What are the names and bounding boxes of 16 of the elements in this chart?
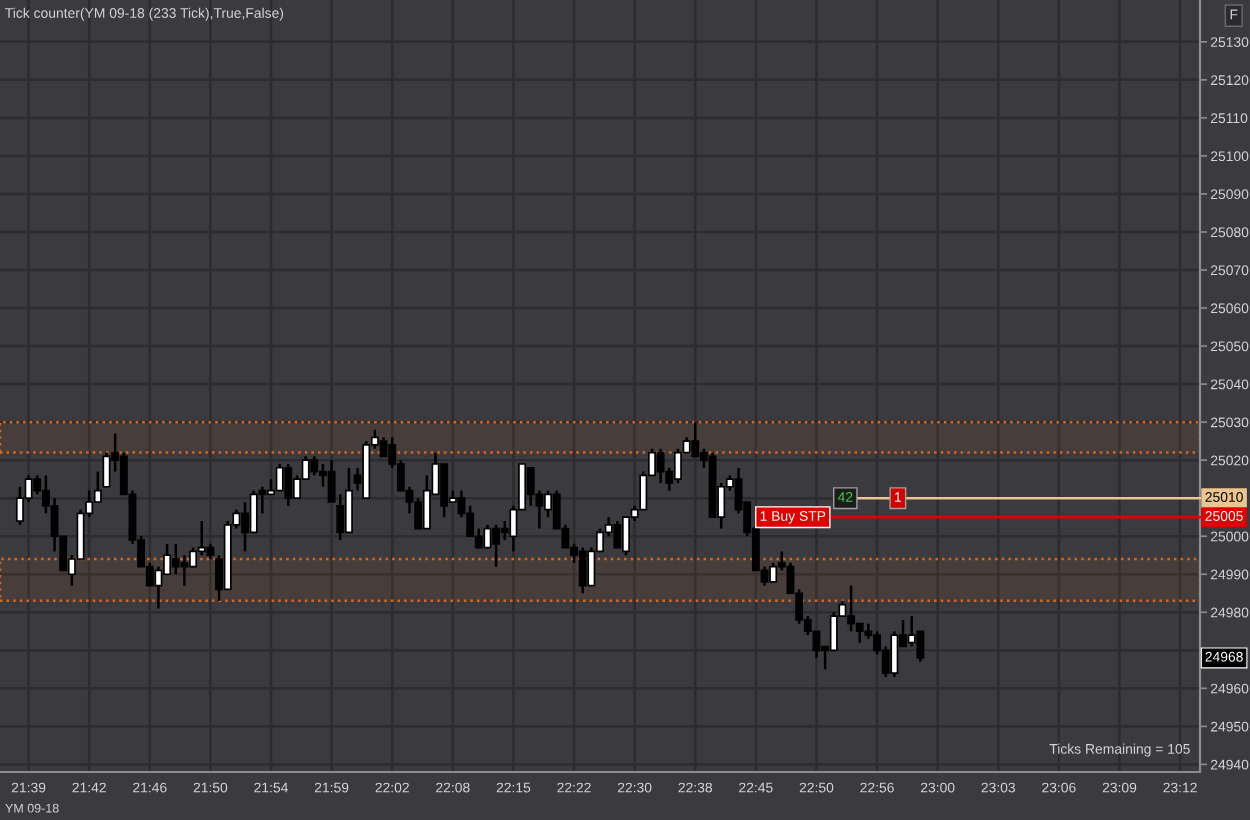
candlestick (829, 611, 838, 652)
candlestick (275, 462, 284, 492)
candlestick (691, 420, 700, 458)
candlestick (284, 462, 293, 508)
candlestick (656, 447, 665, 485)
candlestick (483, 523, 492, 549)
candlestick (855, 622, 864, 644)
candlestick (578, 546, 587, 595)
candlestick (249, 489, 258, 534)
candlestick (769, 561, 778, 584)
candlestick (180, 553, 189, 587)
candlestick (344, 466, 353, 534)
candlestick (310, 455, 319, 477)
candlestick (440, 462, 449, 519)
candlestick (613, 519, 622, 549)
candlestick (890, 630, 899, 679)
